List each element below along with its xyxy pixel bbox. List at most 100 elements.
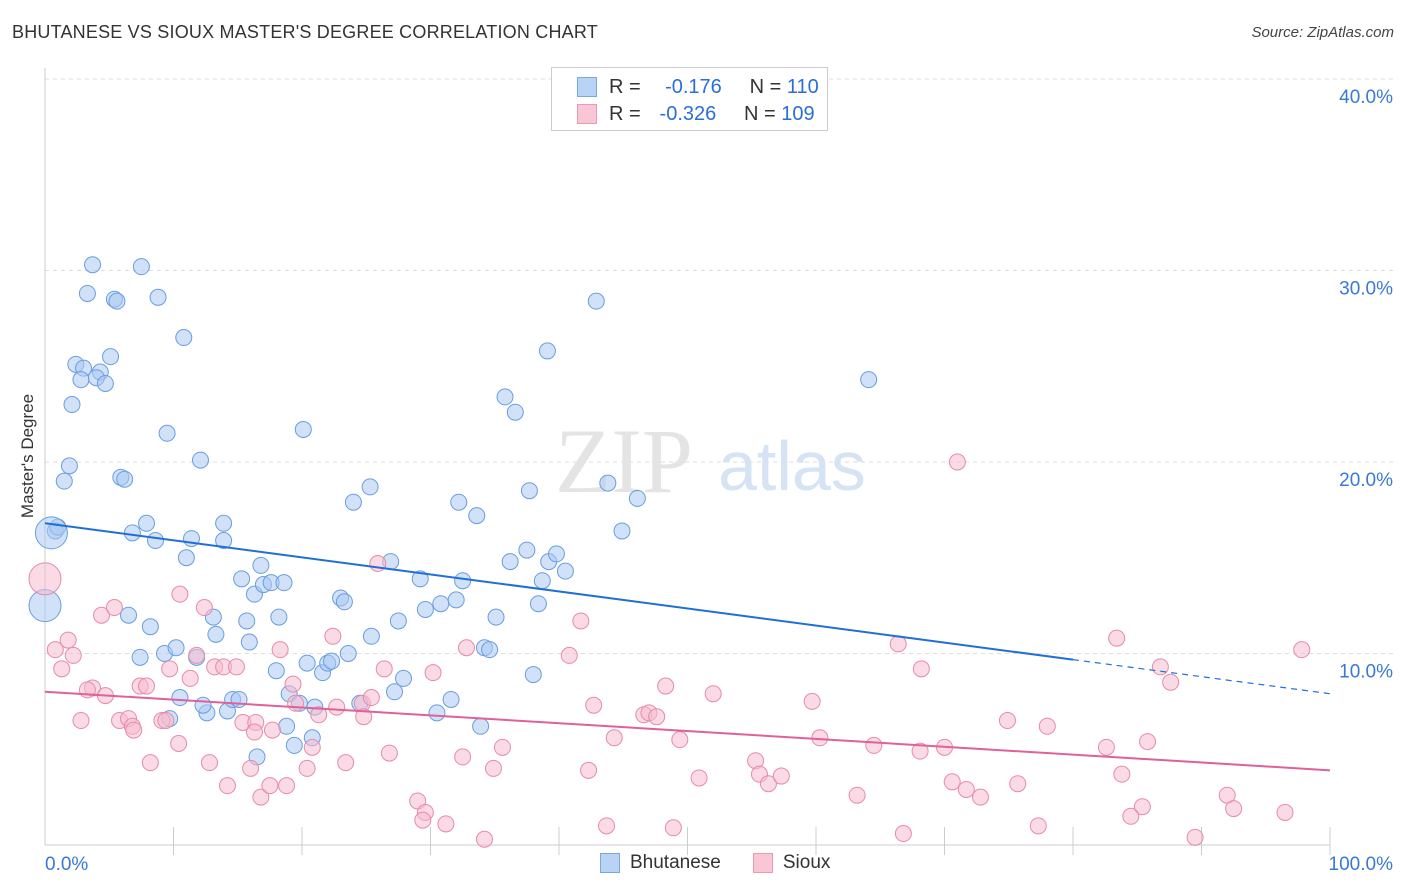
chart-title: BHUTANESE VS SIOUX MASTER'S DEGREE CORRE… — [12, 22, 598, 42]
point-sioux — [1139, 733, 1157, 751]
point-sioux — [1009, 775, 1027, 793]
point-sioux — [375, 660, 393, 678]
point-bhutanese — [628, 489, 646, 507]
point-sioux — [105, 599, 123, 617]
chart-source: Source: ZipAtlas.com — [1251, 24, 1394, 41]
point-sioux — [64, 646, 82, 664]
point-bhutanese — [238, 612, 256, 630]
point-sioux — [437, 815, 455, 833]
y-tick-label: 30.0% — [1339, 279, 1393, 300]
point-sioux — [580, 761, 598, 779]
point-sioux — [943, 773, 961, 791]
x-tick-label: 0.0% — [45, 854, 88, 875]
point-bhutanese — [496, 388, 514, 406]
point-sioux — [811, 729, 829, 747]
point-sioux — [337, 754, 355, 772]
point-bhutanese — [481, 641, 499, 659]
point-bhutanese — [294, 420, 312, 438]
point-bhutanese — [335, 593, 353, 611]
point-bhutanese — [171, 689, 189, 707]
y-tick-label: 20.0% — [1339, 470, 1393, 491]
point-sioux — [1029, 817, 1047, 835]
point-bhutanese — [108, 292, 126, 310]
point-bhutanese — [78, 284, 96, 302]
point-bhutanese — [215, 532, 233, 550]
point-bhutanese — [267, 662, 285, 680]
point-bhutanese — [411, 570, 429, 588]
point-bhutanese — [339, 645, 357, 662]
r-value: -0.326 — [659, 102, 717, 125]
point-sioux-large — [28, 562, 62, 596]
point-sioux — [1162, 673, 1180, 691]
point-sioux — [1113, 765, 1131, 783]
point-sioux — [1133, 798, 1151, 816]
point-sioux — [298, 759, 316, 777]
x-tick-label: 100.0% — [1329, 854, 1394, 875]
point-sioux — [284, 675, 302, 693]
point-bhutanese — [230, 690, 248, 708]
point-sioux — [605, 729, 623, 747]
point-sioux — [912, 660, 930, 678]
point-bhutanese — [158, 424, 176, 442]
point-sioux — [157, 712, 175, 730]
point-bhutanese — [278, 717, 296, 735]
point-bhutanese — [177, 549, 195, 567]
legend-row-sioux: R = -0.326 N = 109 — [577, 101, 815, 127]
point-bhutanese — [233, 570, 251, 588]
point-bhutanese — [131, 648, 149, 666]
point-sioux — [865, 736, 883, 754]
trend-line-bhutanese-extrapolated — [1072, 659, 1331, 695]
point-sioux — [200, 754, 218, 772]
point-bhutanese — [613, 522, 631, 540]
point-sioux — [261, 777, 279, 795]
point-bhutanese — [428, 704, 446, 722]
point-bhutanese — [416, 600, 434, 618]
point-sioux — [690, 769, 708, 787]
point-sioux — [454, 748, 472, 766]
legend-swatch-sioux — [577, 104, 597, 124]
point-bhutanese — [599, 474, 617, 492]
point-sioux — [138, 677, 156, 695]
point-sioux — [475, 830, 493, 848]
point-bhutanese — [120, 606, 138, 624]
point-bhutanese — [96, 374, 114, 392]
n-value: 110 — [786, 75, 819, 98]
point-bhutanese — [132, 258, 150, 276]
point-sioux — [759, 775, 777, 793]
point-bhutanese — [147, 532, 165, 550]
point-sioux — [848, 786, 866, 804]
point-bhutanese — [141, 618, 159, 636]
point-bhutanese — [501, 553, 519, 571]
point-sioux — [195, 599, 213, 617]
point-sioux — [245, 723, 263, 741]
point-bhutanese — [116, 470, 134, 488]
point-sioux — [380, 744, 398, 762]
point-sioux — [971, 788, 989, 806]
point-bhutanese — [167, 639, 185, 657]
point-sioux — [424, 664, 442, 682]
point-bhutanese — [454, 572, 472, 590]
point-bhutanese — [275, 574, 293, 592]
point-bhutanese — [547, 545, 565, 563]
point-sioux — [181, 669, 199, 687]
point-bhutanese — [194, 696, 212, 714]
point-bhutanese — [432, 595, 450, 613]
point-bhutanese — [123, 524, 141, 542]
point-sioux — [484, 759, 502, 777]
point-sioux — [310, 706, 328, 724]
point-sioux — [957, 780, 975, 798]
point-sioux — [141, 754, 159, 772]
point-bhutanese — [362, 627, 380, 645]
point-bhutanese — [60, 457, 78, 475]
point-bhutanese — [191, 451, 209, 469]
point-bhutanese — [472, 717, 490, 735]
point-sioux — [911, 742, 929, 760]
n-value: 109 — [781, 102, 815, 125]
point-sioux — [171, 585, 189, 603]
point-sioux — [457, 639, 475, 657]
point-bhutanese — [240, 633, 258, 651]
point-sioux — [671, 731, 689, 749]
points — [28, 256, 1311, 848]
point-bhutanese — [361, 478, 379, 496]
r-label: R = — [609, 75, 641, 98]
